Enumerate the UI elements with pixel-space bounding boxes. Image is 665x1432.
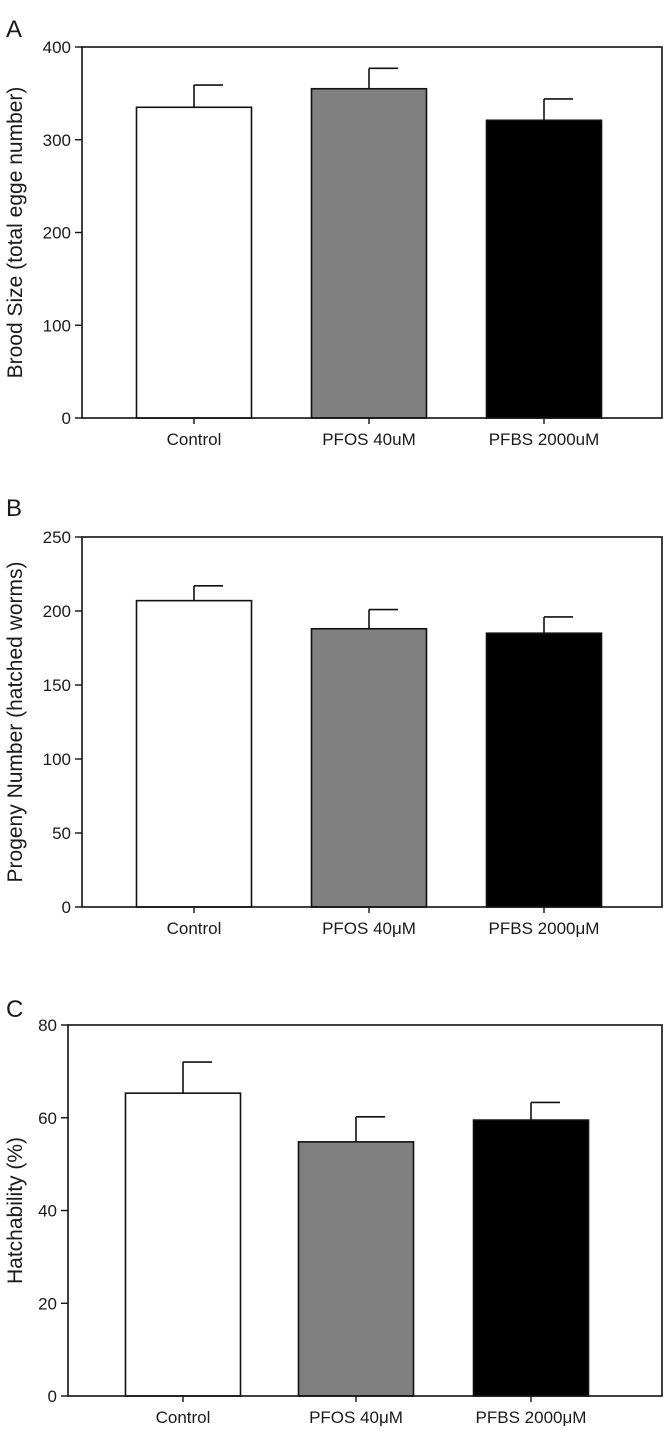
category-label: PFBS 2000μM	[476, 1408, 587, 1427]
category-label: Control	[167, 919, 222, 938]
panel-letter: A	[6, 16, 22, 43]
y-tick-label: 60	[38, 1109, 57, 1128]
category-label: PFBS 2000μM	[489, 919, 600, 938]
bar	[135, 106, 253, 419]
y-axis-label: Hatchability (%)	[4, 1137, 27, 1284]
y-axis-label: Brood Size (total egge number)	[4, 87, 27, 379]
y-tick-label: 80	[38, 1016, 57, 1035]
y-tick-label: 150	[43, 676, 71, 695]
y-tick-label: 400	[43, 38, 71, 57]
y-tick-label: 40	[38, 1202, 57, 1221]
bar	[472, 1119, 590, 1397]
bar	[124, 1092, 242, 1397]
bar	[297, 1141, 415, 1397]
y-tick-label: 300	[43, 131, 71, 150]
y-tick-label: 200	[43, 224, 71, 243]
y-tick-label: 100	[43, 750, 71, 769]
panel-letter: B	[6, 495, 22, 522]
category-label: Control	[156, 1408, 211, 1427]
y-tick-label: 0	[62, 409, 71, 428]
bar	[310, 627, 428, 908]
category-label: PFOS 40μM	[309, 1408, 403, 1427]
panel-a: A Control PFOS 40uM PFBS 2000uM 0 100 200 300 40…	[4, 16, 663, 449]
bar	[485, 632, 603, 908]
bar	[310, 87, 428, 419]
y-tick-label: 250	[43, 528, 71, 547]
y-tick-label: 0	[62, 898, 71, 917]
panel-b: B Control PFOS 40μM PFBS 2000μM 0 50 100 150 200…	[4, 495, 663, 938]
y-tick-label: 200	[43, 602, 71, 621]
bar	[485, 119, 603, 419]
y-tick-label: 20	[38, 1294, 57, 1313]
y-tick-label: 0	[48, 1387, 57, 1406]
y-tick-label: 50	[52, 824, 71, 843]
panel-letter: C	[6, 996, 23, 1023]
plot-frame	[81, 536, 663, 908]
y-axis-label: Progeny Number (hatched worms)	[4, 562, 27, 883]
y-tick-label: 100	[43, 316, 71, 335]
category-label: Control	[167, 430, 222, 449]
category-label: PFOS 40μM	[322, 919, 416, 938]
category-label: PFOS 40uM	[322, 430, 416, 449]
bar	[135, 599, 253, 908]
panel-c: C Control PFOS 40μM PFBS 2000μM 0 20 40 60 80 Hat…	[4, 996, 663, 1427]
category-label: PFBS 2000uM	[489, 430, 600, 449]
